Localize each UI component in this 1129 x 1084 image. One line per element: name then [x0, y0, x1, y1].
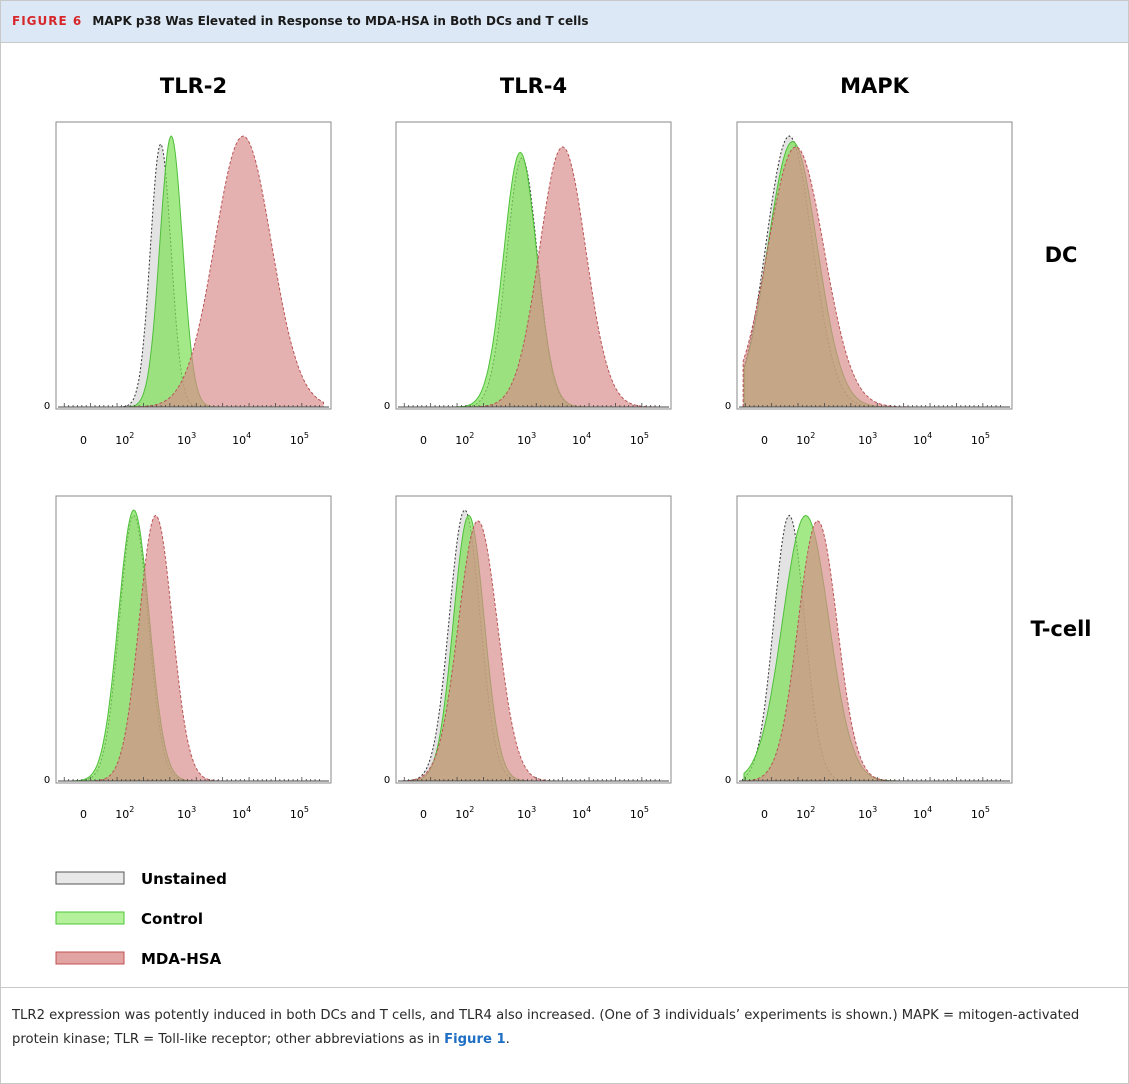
x-tick-label: 102 — [115, 805, 134, 821]
histogram-mda-hsa — [742, 520, 897, 782]
x-tick-label: 104 — [572, 431, 591, 447]
x-tick-label: 104 — [232, 431, 251, 447]
histogram-mda-hsa — [402, 520, 557, 782]
x-tick-label: 0 — [420, 434, 427, 447]
caption-end: . — [505, 1032, 510, 1047]
x-tick-label: 105 — [290, 805, 309, 821]
x-tick-label: 104 — [913, 431, 932, 447]
x-tick-label: 105 — [630, 431, 649, 447]
panel-tlr-2-dc: 0 0 102 103 104 105 — [44, 121, 332, 447]
x-tick-label: 103 — [177, 431, 196, 447]
x-tick-label: 102 — [796, 431, 815, 447]
x-tick-label: 105 — [971, 431, 990, 447]
x-tick-label: 102 — [796, 805, 815, 821]
histogram-mda-hsa — [742, 146, 910, 408]
histogram-figure: TLR-2 TLR-4 MAPK DC T-cell 0 0 102 103 104 105 0 0 10… — [44, 74, 1092, 968]
x-tick-label: 0 — [420, 808, 427, 821]
x-tick-label: 105 — [290, 431, 309, 447]
x-tick-label: 0 — [761, 434, 768, 447]
x-tick-label: 0 — [80, 808, 87, 821]
column-title-mapk: MAPK — [840, 74, 910, 98]
figure-label: FIGURE 6 — [12, 14, 83, 28]
row-label-dc: DC — [1045, 243, 1078, 267]
x-tick-label: 105 — [630, 805, 649, 821]
x-tick-label: 103 — [177, 805, 196, 821]
panel-tlr-2-t-cell: 0 0 102 103 104 105 — [44, 495, 332, 821]
y-zero-label: 0 — [44, 401, 50, 412]
y-zero-label: 0 — [384, 401, 390, 412]
legend-swatch — [55, 871, 125, 885]
legend-item-unstained: Unstained — [55, 870, 227, 888]
histogram-mda-hsa — [129, 135, 324, 408]
x-tick-label: 103 — [858, 805, 877, 821]
panel-tlr-4-t-cell: 0 0 102 103 104 105 — [384, 495, 672, 821]
panel-mapk-t-cell: 0 0 102 103 104 105 — [725, 495, 1013, 821]
y-zero-label: 0 — [725, 775, 731, 786]
legend-swatch — [55, 951, 125, 965]
x-tick-label: 104 — [913, 805, 932, 821]
panel-frame — [55, 495, 332, 784]
legend-label: Control — [141, 910, 203, 928]
x-tick-label: 105 — [971, 805, 990, 821]
x-tick-label: 104 — [572, 805, 591, 821]
legend-label: Unstained — [141, 870, 227, 888]
figure-title: MAPK p38 Was Elevated in Response to MDA… — [92, 14, 589, 28]
panel-tlr-4-dc: 0 0 102 103 104 105 — [384, 121, 672, 447]
legend-swatch — [55, 911, 125, 925]
legend-item-control: Control — [55, 910, 203, 928]
x-tick-label: 103 — [858, 431, 877, 447]
panel-mapk-dc: 0 0 102 103 104 105 — [725, 121, 1013, 447]
row-label-t-cell: T-cell — [1030, 617, 1091, 641]
y-zero-label: 0 — [384, 775, 390, 786]
x-tick-label: 0 — [761, 808, 768, 821]
caption-text: TLR2 expression was potently induced in … — [12, 1008, 1080, 1047]
figure-heading: FIGURE 6 MAPK p38 Was Elevated in Respon… — [12, 14, 588, 28]
histogram-mda-hsa — [89, 514, 222, 782]
x-tick-label: 102 — [455, 805, 474, 821]
figure-caption: TLR2 expression was potently induced in … — [12, 1004, 1112, 1052]
figure-header: FIGURE 6 MAPK p38 Was Elevated in Respon… — [1, 1, 1128, 43]
column-title-tlr-4: TLR-4 — [500, 74, 567, 98]
y-zero-label: 0 — [725, 401, 731, 412]
caption-section: TLR2 expression was potently induced in … — [1, 987, 1128, 1084]
legend-label: MDA-HSA — [141, 950, 222, 968]
legend-item-mda-hsa: MDA-HSA — [55, 950, 222, 968]
x-tick-label: 104 — [232, 805, 251, 821]
x-tick-label: 103 — [517, 805, 536, 821]
y-zero-label: 0 — [44, 775, 50, 786]
x-tick-label: 0 — [80, 434, 87, 447]
x-tick-label: 102 — [455, 431, 474, 447]
histogram-mda-hsa — [469, 146, 656, 408]
x-tick-label: 102 — [115, 431, 134, 447]
figure-1-link[interactable]: Figure 1 — [444, 1032, 506, 1047]
column-title-tlr-2: TLR-2 — [160, 74, 227, 98]
x-tick-label: 103 — [517, 431, 536, 447]
